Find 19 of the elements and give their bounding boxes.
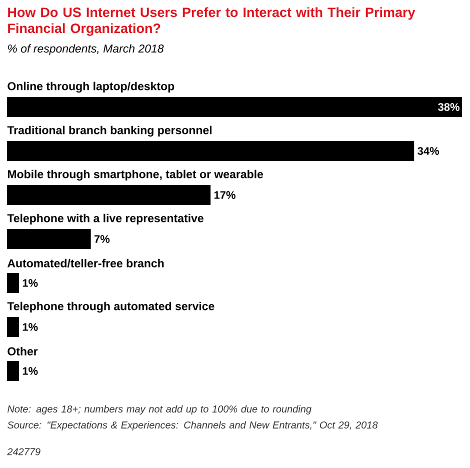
data-label: 1% — [22, 279, 38, 287]
data-label: 1% — [22, 367, 38, 375]
y-tick-label: Telephone with a live representative — [7, 214, 204, 225]
y-tick-label: Other — [8, 346, 38, 356]
y-tick-label: Traditional branch banking personnel — [7, 126, 212, 137]
data-label: 7% — [94, 235, 110, 243]
data-label: 38% — [438, 103, 460, 111]
text: 242779 — [7, 448, 40, 456]
data-label: 1% — [22, 323, 38, 331]
source-note: Source: "Expectations & Experiences: Channels and New Entrants," Oct 29, 2018 — [7, 421, 378, 431]
y-tick-label: Telephone through automated service — [7, 302, 214, 313]
y-tick-label: Automated/teller-free branch — [7, 258, 164, 268]
chart-title: How Do US Internet Users Prefer to Interact with Their Primary Financial Organization? — [8, 7, 416, 36]
text: Note: ages 18+; numbers may not add up to 100% due to rounding — [8, 405, 312, 415]
y-tick-label: Mobile through smartphone, tablet or wearable — [8, 170, 264, 181]
data-label: 34% — [418, 147, 440, 155]
data-label: 17% — [214, 191, 236, 199]
chart-subtitle: % of respondents, March 2018 — [8, 44, 164, 55]
y-tick-label: Online through laptop/desktop — [8, 82, 174, 93]
